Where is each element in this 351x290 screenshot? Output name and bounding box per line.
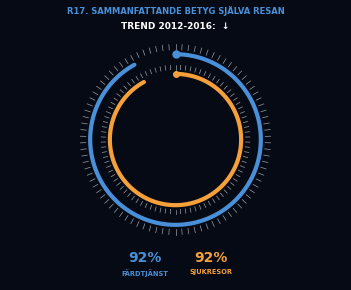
Text: FÄRDTJÄNST: FÄRDTJÄNST — [121, 269, 168, 277]
Text: R17. SAMMANFATTANDE BETYG SJÄLVA RESAN: R17. SAMMANFATTANDE BETYG SJÄLVA RESAN — [67, 6, 284, 16]
Text: 92%: 92% — [128, 251, 161, 265]
Text: TREND 2012-2016:  ↓: TREND 2012-2016: ↓ — [121, 22, 230, 32]
Text: 92%: 92% — [194, 251, 227, 265]
Text: SJUKRESOR: SJUKRESOR — [189, 269, 232, 275]
